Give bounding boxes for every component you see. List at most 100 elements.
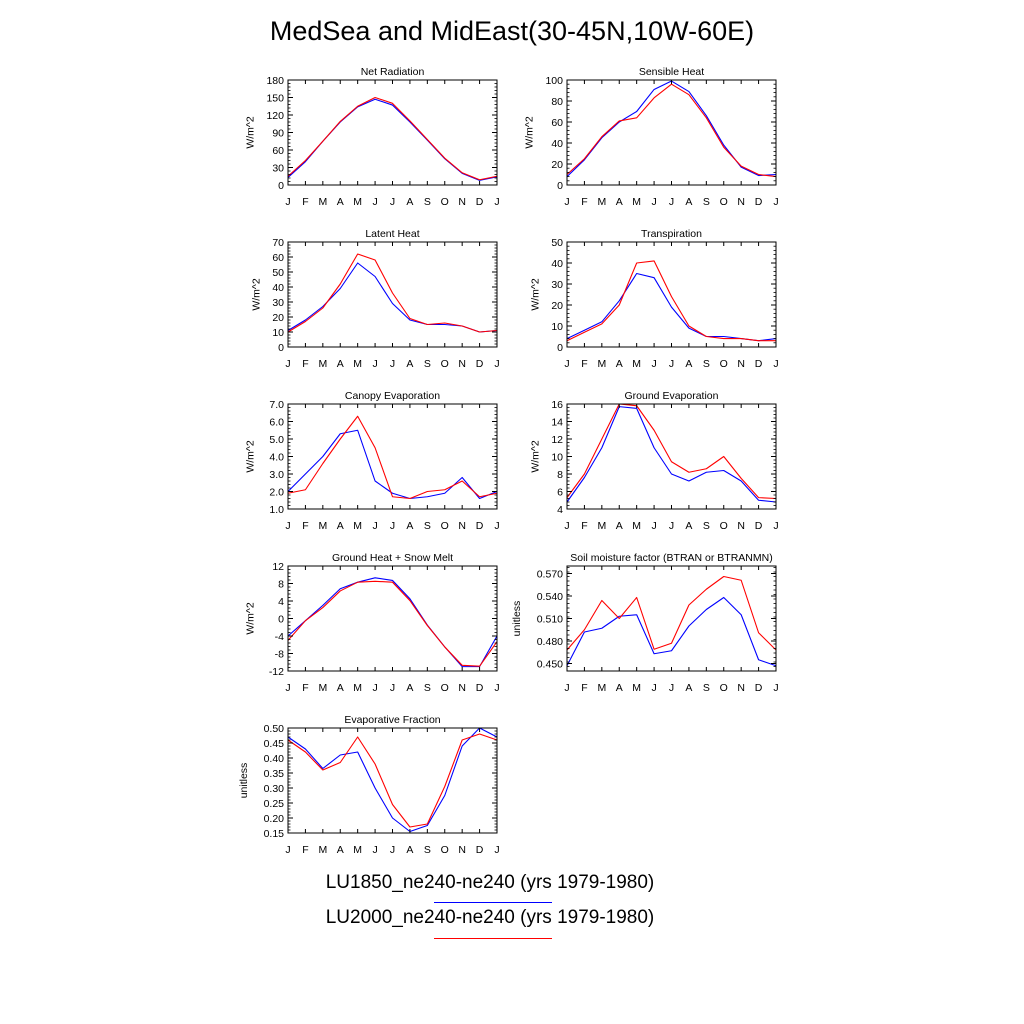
x-tick-label: M bbox=[353, 844, 362, 856]
y-tick-label: 30 bbox=[551, 279, 563, 291]
y-axis-label: W/m^2 bbox=[530, 278, 542, 311]
y-tick-label: 40 bbox=[551, 138, 563, 150]
x-tick-label: J bbox=[773, 682, 778, 694]
x-tick-label: D bbox=[755, 358, 763, 370]
x-tick-label: J bbox=[285, 844, 290, 856]
y-axis-label: W/m^2 bbox=[244, 602, 256, 635]
panel-title-soil-moisture-factor-btran-or-btranmn: Soil moisture factor (BTRAN or BTRANMN) bbox=[570, 552, 772, 564]
y-tick-label: 40 bbox=[272, 282, 284, 294]
x-tick-label: M bbox=[632, 358, 641, 370]
x-tick-label: N bbox=[737, 682, 745, 694]
x-tick-label: S bbox=[424, 844, 431, 856]
x-tick-label: A bbox=[616, 520, 623, 532]
x-tick-label: F bbox=[581, 358, 587, 370]
panel-title-canopy-evaporation: Canopy Evaporation bbox=[345, 390, 440, 402]
x-tick-label: J bbox=[669, 358, 674, 370]
series-line-lu2000 bbox=[287, 415, 498, 500]
x-tick-label: J bbox=[390, 844, 395, 856]
x-tick-label: F bbox=[302, 844, 308, 856]
x-tick-label: O bbox=[720, 196, 728, 208]
x-tick-label: J bbox=[494, 844, 499, 856]
y-tick-label: 10 bbox=[272, 327, 284, 339]
x-tick-label: F bbox=[302, 196, 308, 208]
x-tick-label: J bbox=[494, 520, 499, 532]
y-tick-label: 6 bbox=[557, 487, 563, 499]
x-tick-label: M bbox=[353, 358, 362, 370]
x-tick-label: O bbox=[441, 520, 449, 532]
x-tick-label: J bbox=[669, 196, 674, 208]
x-tick-label: N bbox=[737, 520, 745, 532]
y-tick-label: 0.25 bbox=[264, 798, 285, 810]
x-tick-label: A bbox=[406, 682, 413, 694]
y-axis-label: W/m^2 bbox=[530, 440, 542, 473]
x-tick-label: J bbox=[494, 682, 499, 694]
x-tick-label: M bbox=[632, 682, 641, 694]
x-tick-label: J bbox=[651, 196, 656, 208]
figure-title: MedSea and MidEast(30-45N,10W-60E) bbox=[269, 16, 755, 46]
x-tick-label: J bbox=[494, 358, 499, 370]
panel-title-sensible-heat: Sensible Heat bbox=[639, 66, 704, 78]
y-tick-label: 60 bbox=[551, 117, 563, 129]
x-tick-label: A bbox=[337, 682, 344, 694]
x-tick-label: M bbox=[353, 196, 362, 208]
x-tick-label: J bbox=[564, 358, 569, 370]
y-tick-label: 8 bbox=[557, 469, 563, 481]
series-line-lu2000 bbox=[566, 83, 777, 178]
y-tick-label: 7.0 bbox=[269, 399, 284, 411]
panel-title-evaporative-fraction: Evaporative Fraction bbox=[344, 714, 440, 726]
series-line-lu1850 bbox=[287, 429, 498, 500]
y-tick-label: 0 bbox=[557, 180, 563, 192]
panel-title-latent-heat: Latent Heat bbox=[365, 228, 419, 240]
series-line-lu2000 bbox=[287, 96, 498, 181]
x-tick-label: J bbox=[285, 682, 290, 694]
x-tick-label: D bbox=[755, 196, 763, 208]
panel-title-ground-heat-snow-melt: Ground Heat + Snow Melt bbox=[332, 552, 453, 564]
series-line-lu1850 bbox=[287, 727, 498, 833]
y-tick-label: 0.450 bbox=[537, 659, 563, 671]
legend-swatch-1850 bbox=[434, 902, 552, 903]
y-tick-label: -4 bbox=[275, 631, 284, 643]
y-tick-label: 4 bbox=[278, 596, 284, 608]
y-tick-label: 12 bbox=[272, 561, 284, 573]
x-tick-label: O bbox=[720, 682, 728, 694]
x-tick-label: A bbox=[406, 358, 413, 370]
x-tick-label: A bbox=[616, 358, 623, 370]
y-tick-label: 0.540 bbox=[537, 591, 563, 603]
x-tick-label: J bbox=[494, 196, 499, 208]
x-tick-label: M bbox=[353, 520, 362, 532]
x-tick-label: F bbox=[581, 520, 587, 532]
x-tick-label: A bbox=[685, 520, 692, 532]
x-tick-label: F bbox=[581, 682, 587, 694]
y-tick-label: 90 bbox=[272, 128, 284, 140]
x-tick-label: M bbox=[597, 358, 606, 370]
series-line-lu1850 bbox=[287, 577, 498, 668]
y-tick-label: 12 bbox=[551, 434, 563, 446]
x-tick-label: J bbox=[564, 196, 569, 208]
series-line-lu2000 bbox=[566, 575, 777, 651]
x-tick-label: O bbox=[441, 682, 449, 694]
y-axis-label: W/m^2 bbox=[251, 278, 263, 311]
panel-title-ground-evaporation: Ground Evaporation bbox=[625, 390, 719, 402]
y-tick-label: 0.35 bbox=[264, 768, 285, 780]
x-tick-label: S bbox=[424, 682, 431, 694]
y-tick-label: 100 bbox=[545, 75, 563, 87]
y-tick-label: 50 bbox=[551, 237, 563, 249]
y-tick-label: 30 bbox=[272, 163, 284, 175]
y-tick-label: 6.0 bbox=[269, 417, 284, 429]
x-tick-label: N bbox=[737, 358, 745, 370]
y-tick-label: 2.0 bbox=[269, 487, 284, 499]
x-tick-label: D bbox=[476, 520, 484, 532]
x-tick-label: M bbox=[353, 682, 362, 694]
series-line-lu1850 bbox=[566, 596, 777, 667]
x-tick-label: N bbox=[737, 196, 745, 208]
x-tick-label: O bbox=[720, 358, 728, 370]
x-tick-label: S bbox=[703, 196, 710, 208]
x-tick-label: D bbox=[476, 358, 484, 370]
x-tick-label: D bbox=[476, 196, 484, 208]
y-axis-label: unitless bbox=[238, 763, 250, 799]
x-tick-label: S bbox=[424, 520, 431, 532]
x-tick-label: M bbox=[632, 196, 641, 208]
